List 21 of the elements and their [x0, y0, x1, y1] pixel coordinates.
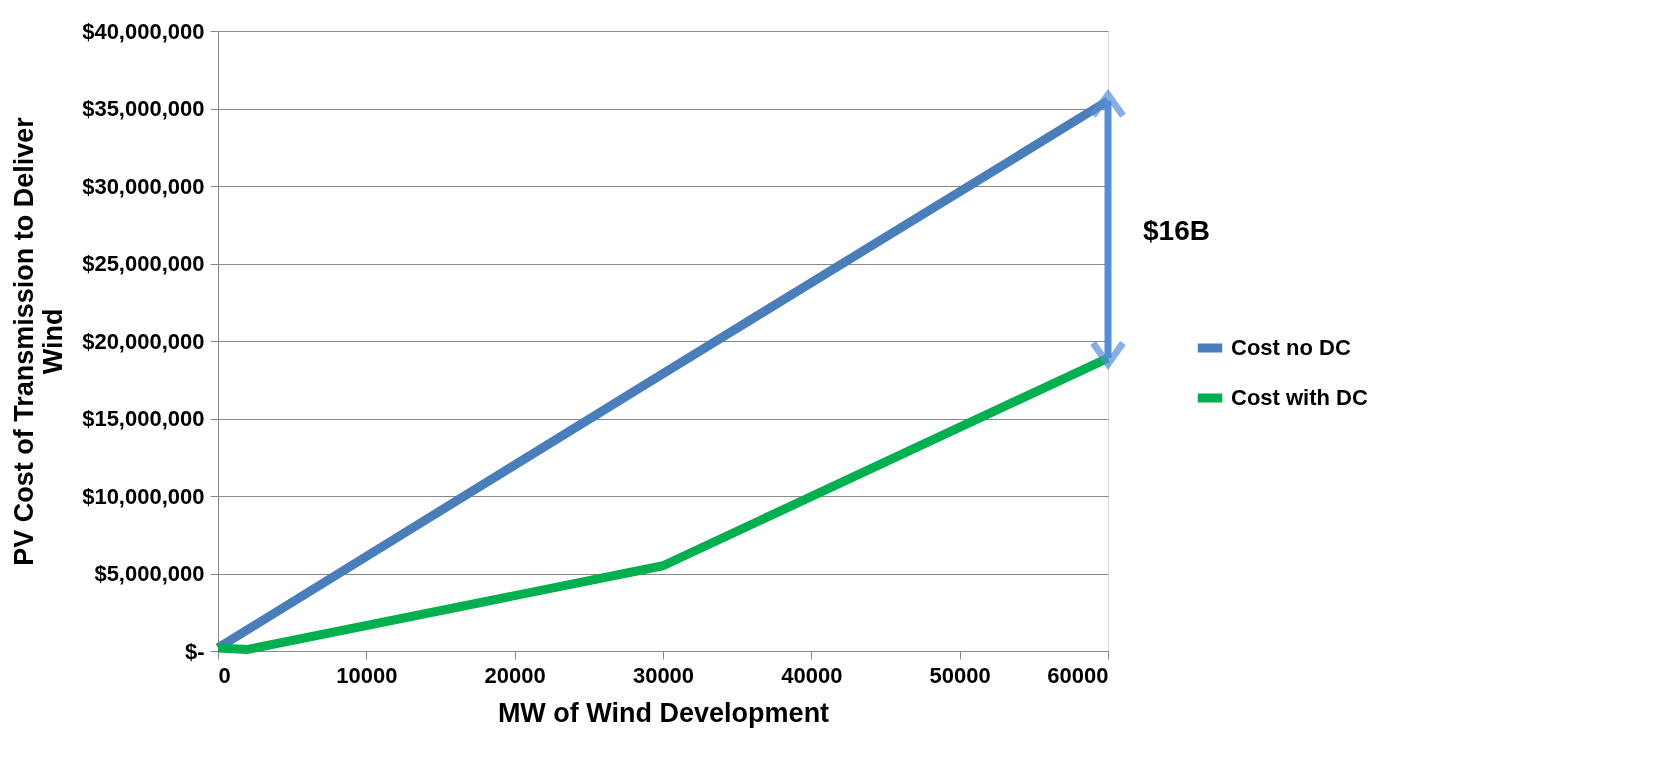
- x-axis-title: MW of Wind Development: [497, 697, 830, 728]
- y-tick-label: $40,000,000: [82, 18, 205, 44]
- y-tick-label: $5,000,000: [94, 561, 205, 586]
- y-tick-label: $-: [184, 638, 205, 664]
- y-tick-label: $15,000,000: [82, 406, 205, 431]
- y-tick-label: $35,000,000: [82, 96, 205, 121]
- x-tick-label: 40000: [781, 662, 843, 688]
- y-axis-title: PV Cost of Transmission to Deliver Wind: [9, 116, 69, 566]
- y-tick-label: $25,000,000: [82, 251, 205, 276]
- y-tick-label: $30,000,000: [82, 173, 205, 199]
- x-tick-label: 20000: [484, 662, 546, 688]
- legend-label: Cost no DC: [1231, 335, 1351, 360]
- x-tick-label: 10000: [336, 662, 398, 688]
- x-tick-label: 30000: [632, 662, 695, 688]
- y-tick-label: $10,000,000: [82, 483, 205, 509]
- x-tick-label: 50000: [929, 662, 991, 688]
- text: $16B: [1143, 215, 1210, 246]
- y-tick-label: $20,000,000: [82, 328, 205, 354]
- legend-label: Cost with DC: [1231, 385, 1368, 410]
- x-tick-label: 60000: [1047, 662, 1109, 688]
- x-tick-label: 0: [218, 662, 231, 688]
